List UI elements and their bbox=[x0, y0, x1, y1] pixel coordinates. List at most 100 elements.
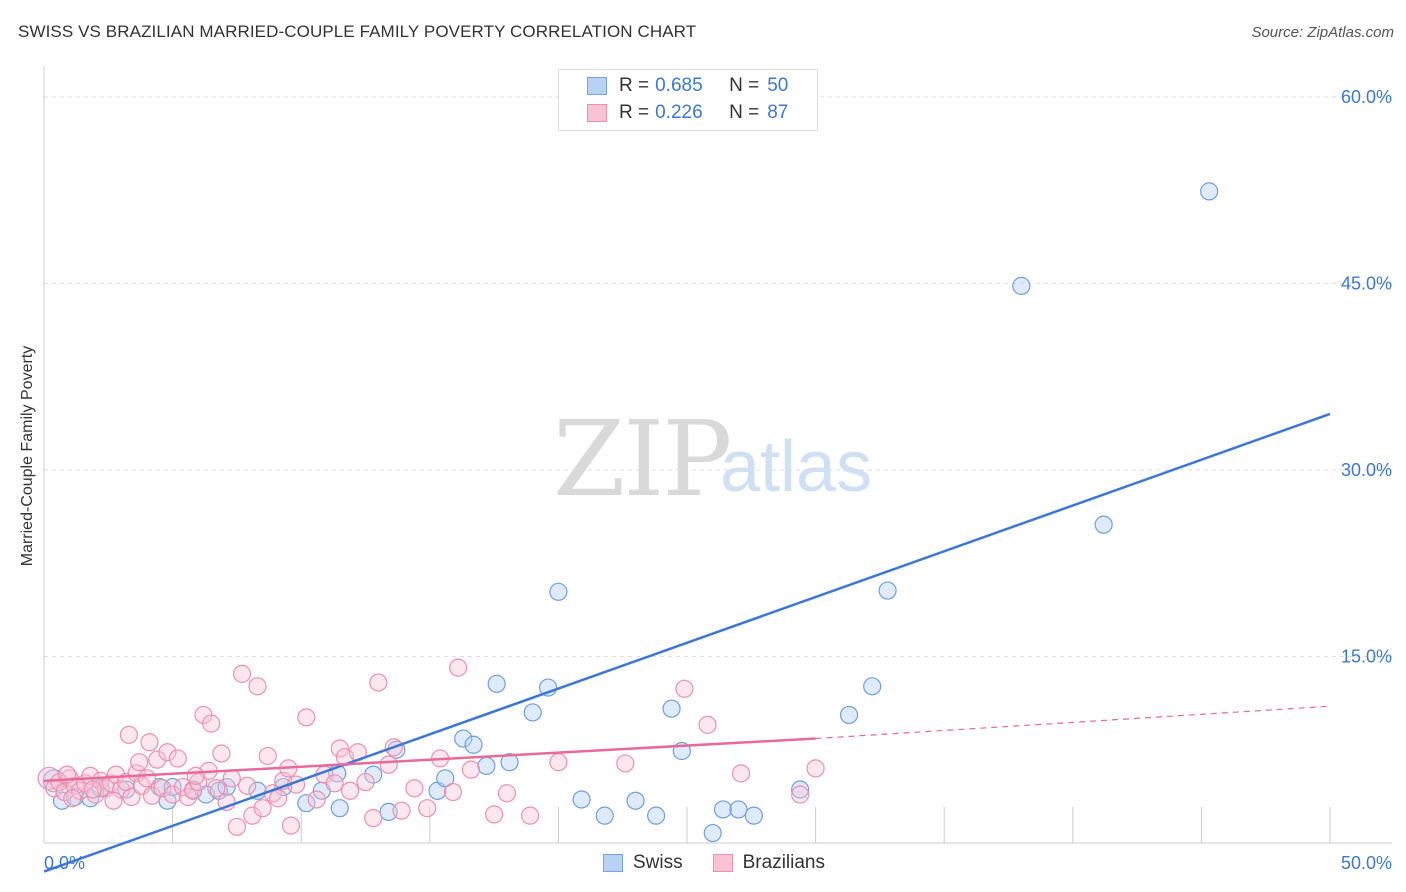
swiss-point bbox=[595, 806, 614, 825]
brazilians-point bbox=[130, 753, 149, 772]
swiss-swatch bbox=[587, 77, 607, 95]
y-tick-label: 15.0% bbox=[1341, 646, 1392, 666]
brazilians-point bbox=[184, 781, 203, 800]
brazilians-point bbox=[243, 806, 262, 825]
brazilians-point bbox=[549, 753, 568, 772]
brazilians-point bbox=[253, 799, 272, 818]
brazilians-point bbox=[202, 714, 221, 733]
brazilians-point bbox=[806, 759, 825, 778]
series-legend: Swiss Brazilians bbox=[603, 852, 855, 874]
swiss-point bbox=[647, 806, 666, 825]
watermark-zip: ZIP bbox=[553, 398, 732, 520]
brazilians-point bbox=[81, 766, 100, 785]
n-label: N = bbox=[729, 102, 760, 123]
swiss-point bbox=[477, 756, 496, 776]
brazilians-point bbox=[297, 708, 316, 727]
brazilians-point bbox=[418, 799, 437, 818]
n-label: N = bbox=[729, 75, 760, 96]
brazilians-point bbox=[369, 673, 388, 692]
brazilians-point bbox=[616, 754, 635, 773]
source-label: Source: ZipAtlas.com bbox=[1251, 24, 1394, 41]
swiss-point bbox=[549, 582, 568, 601]
brazilians-point bbox=[153, 779, 172, 798]
swiss-point bbox=[878, 581, 897, 600]
brazilians-point bbox=[186, 766, 205, 785]
swiss-point bbox=[523, 703, 542, 722]
legend-label-swiss: Swiss bbox=[633, 852, 683, 873]
y-axis-label: Married-Couple Family Poverty bbox=[19, 345, 36, 567]
swiss-point bbox=[330, 799, 349, 818]
swiss-point bbox=[464, 735, 483, 754]
legend-label-brazilians: Brazilians bbox=[742, 852, 825, 873]
brazilians-point bbox=[227, 817, 246, 836]
x-tick-label: 50.0% bbox=[1341, 853, 1392, 873]
brazilians-point bbox=[340, 781, 360, 800]
brazilians-point bbox=[137, 769, 156, 788]
brazilians-point bbox=[379, 755, 398, 774]
legend-item-brazilians[interactable]: Brazilians bbox=[712, 852, 825, 874]
brazilians-point bbox=[497, 784, 517, 803]
watermark-atlas: atlas bbox=[720, 427, 873, 507]
swiss-point bbox=[379, 802, 398, 822]
brazilians-point bbox=[104, 791, 123, 810]
r-label: R = bbox=[619, 102, 650, 123]
swiss-point bbox=[863, 677, 882, 696]
swiss-point bbox=[500, 753, 519, 772]
r-value-brazilians: 0.226 bbox=[655, 102, 703, 123]
brazilians-point bbox=[731, 764, 751, 783]
brazilians-point bbox=[307, 790, 326, 809]
r-label: R = bbox=[619, 75, 650, 96]
y-tick-label: 45.0% bbox=[1341, 273, 1392, 293]
legend-item-swiss[interactable]: Swiss bbox=[603, 852, 683, 874]
swiss-point bbox=[487, 674, 506, 693]
swiss-point bbox=[729, 800, 748, 819]
brazilians-trend-line bbox=[43, 737, 816, 783]
brazilians-point bbox=[142, 786, 162, 805]
brazilians-point bbox=[163, 785, 182, 804]
swiss-point bbox=[1094, 515, 1113, 534]
swiss-point bbox=[839, 705, 859, 725]
brazilians-point bbox=[122, 787, 141, 807]
brazilians-point bbox=[791, 785, 810, 804]
brazilians-point bbox=[86, 785, 105, 804]
brazilians-point bbox=[325, 774, 344, 793]
swiss-swatch bbox=[603, 854, 623, 872]
brazilians-point bbox=[330, 739, 349, 758]
swiss-point bbox=[791, 780, 810, 799]
brazilians-point bbox=[258, 746, 277, 766]
swiss-trend-line bbox=[43, 412, 1331, 873]
brazilians-point bbox=[405, 779, 424, 798]
brazilians-point bbox=[207, 779, 226, 798]
brazilians-point bbox=[140, 733, 159, 752]
brazilians-point bbox=[356, 772, 375, 792]
r-value-swiss: 0.685 bbox=[655, 75, 703, 96]
swiss-point bbox=[454, 729, 473, 748]
brazilians-point bbox=[448, 658, 468, 677]
y-tick-label: 60.0% bbox=[1341, 87, 1392, 107]
stats-legend-row-brazilians: R = 0.226 N = 87 bbox=[587, 100, 788, 126]
swiss-point bbox=[703, 823, 722, 843]
brazilians-point bbox=[268, 789, 288, 808]
brazilians-point bbox=[158, 743, 177, 762]
brazilians-point bbox=[83, 780, 102, 799]
n-value-brazilians: 87 bbox=[767, 102, 789, 123]
brazilians-point bbox=[238, 776, 257, 795]
swiss-point bbox=[1200, 182, 1219, 201]
swiss-point bbox=[713, 800, 733, 819]
brazilians-point bbox=[443, 782, 463, 802]
y-tick-label: 30.0% bbox=[1341, 460, 1392, 480]
swiss-point bbox=[436, 769, 455, 788]
brazilians-point bbox=[364, 809, 383, 828]
swiss-point bbox=[626, 791, 645, 810]
brazilians-point bbox=[50, 772, 69, 792]
swiss-point bbox=[572, 790, 591, 809]
brazilians-point bbox=[461, 760, 481, 779]
brazilians-point bbox=[392, 801, 411, 820]
n-value-swiss: 50 bbox=[767, 75, 789, 96]
swiss-point bbox=[744, 806, 763, 825]
brazilians-trend-extension bbox=[815, 705, 1331, 740]
brazilians-point bbox=[485, 805, 504, 824]
stats-legend: R = 0.685 N = 50 R = 0.226 N = 87 bbox=[558, 69, 818, 131]
stats-legend-row-swiss: R = 0.685 N = 50 bbox=[587, 73, 788, 99]
